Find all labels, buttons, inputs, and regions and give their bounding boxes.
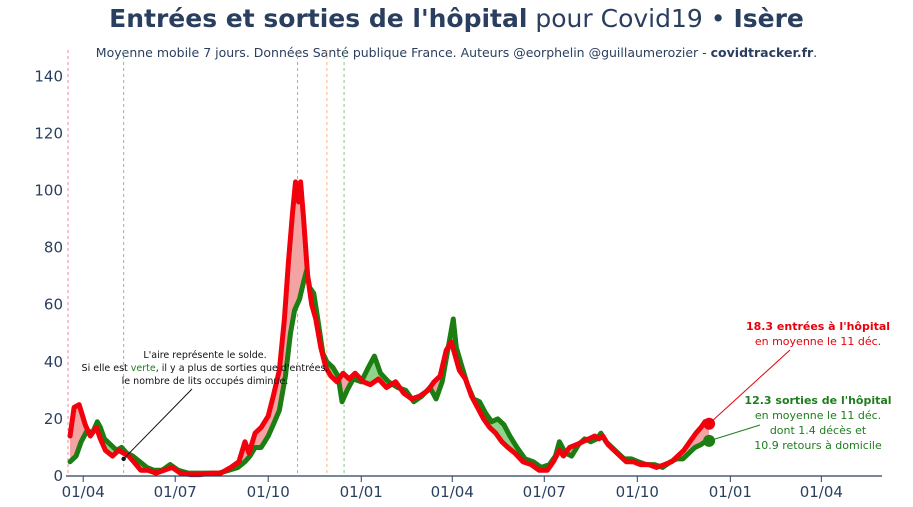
x-tick-2021-07-01: 01/07 (523, 483, 566, 501)
subtitle-text: Moyenne mobile 7 jours. Données Santé pu… (95, 45, 711, 60)
exits-annotation-deaths: dont 1.4 décès et (770, 424, 867, 437)
title-region: Isère (733, 4, 804, 33)
x-tick-2021-01-01: 01/01 (340, 483, 383, 501)
exits-annotation-title: 12.3 sorties de l'hôpital (744, 394, 891, 407)
y-tick-0: 0 (53, 467, 63, 485)
y-tick-100: 100 (34, 181, 63, 199)
title-middle: pour Covid19 • (527, 4, 734, 33)
x-tick-2020-10-01: 01/10 (247, 483, 290, 501)
chart-subtitle: Moyenne mobile 7 jours. Données Santé pu… (0, 45, 913, 60)
exits-annotation-date: en moyenne le 11 déc. (755, 409, 881, 422)
area-positive-6 (221, 181, 308, 473)
x-tick-2022-04-01: 01/04 (800, 483, 843, 501)
subtitle-site-link[interactable]: covidtracker.fr (710, 45, 814, 60)
area-callout-line (123, 388, 193, 460)
area-note-prefix: Si elle est (82, 363, 131, 374)
x-tick-2021-10-01: 01/10 (616, 483, 659, 501)
y-axis-ticks: 0 20 40 60 80 100 120 140 (34, 67, 63, 485)
area-note-line1: L'aire représente le solde. (143, 350, 266, 361)
area-note-line2: Si elle est verte, il y a plus de sortie… (82, 363, 329, 374)
exits-line (67, 267, 712, 476)
y-tick-40: 40 (44, 353, 63, 371)
x-tick-2021-04-01: 01/04 (431, 483, 474, 501)
x-tick-2020-07-01: 01/07 (154, 483, 197, 501)
entries-annotation-date: en moyenne le 11 déc. (755, 335, 881, 348)
y-tick-20: 20 (44, 410, 63, 428)
entries-annotation-title: 18.3 entrées à l'hôpital (746, 320, 890, 333)
area-note-green-word: verte (131, 363, 156, 374)
title-main: Entrées et sorties de l'hôpital (109, 4, 528, 33)
balance-area (70, 181, 710, 475)
y-tick-120: 120 (34, 124, 63, 142)
exits-callout-line (708, 424, 761, 442)
entries-line (67, 179, 712, 478)
subtitle-end: . (813, 45, 818, 60)
y-tick-60: 60 (44, 296, 63, 314)
y-tick-80: 80 (44, 239, 63, 257)
exits-annotation-returns: 10.9 retours à domicile (754, 439, 882, 452)
area-note-line3: le nombre de lits occupés diminue. (122, 376, 289, 387)
vertical-markers (67, 50, 345, 476)
series-lines (67, 179, 712, 478)
y-tick-140: 140 (34, 67, 63, 85)
entries-callout-line (708, 349, 791, 425)
chart-title: Entrées et sorties de l'hôpital pour Cov… (0, 4, 913, 33)
x-tick-2020-04-01: 01/04 (62, 483, 105, 501)
area-callout-dot (121, 456, 126, 462)
x-axis: 01/04 01/07 01/10 01/01 01/04 01/07 01/10 01/01… (62, 475, 882, 501)
x-tick-2022-01-01: 01/01 (709, 483, 752, 501)
area-note-suffix: , il y a plus de sorties que d'entrées, (156, 363, 329, 374)
